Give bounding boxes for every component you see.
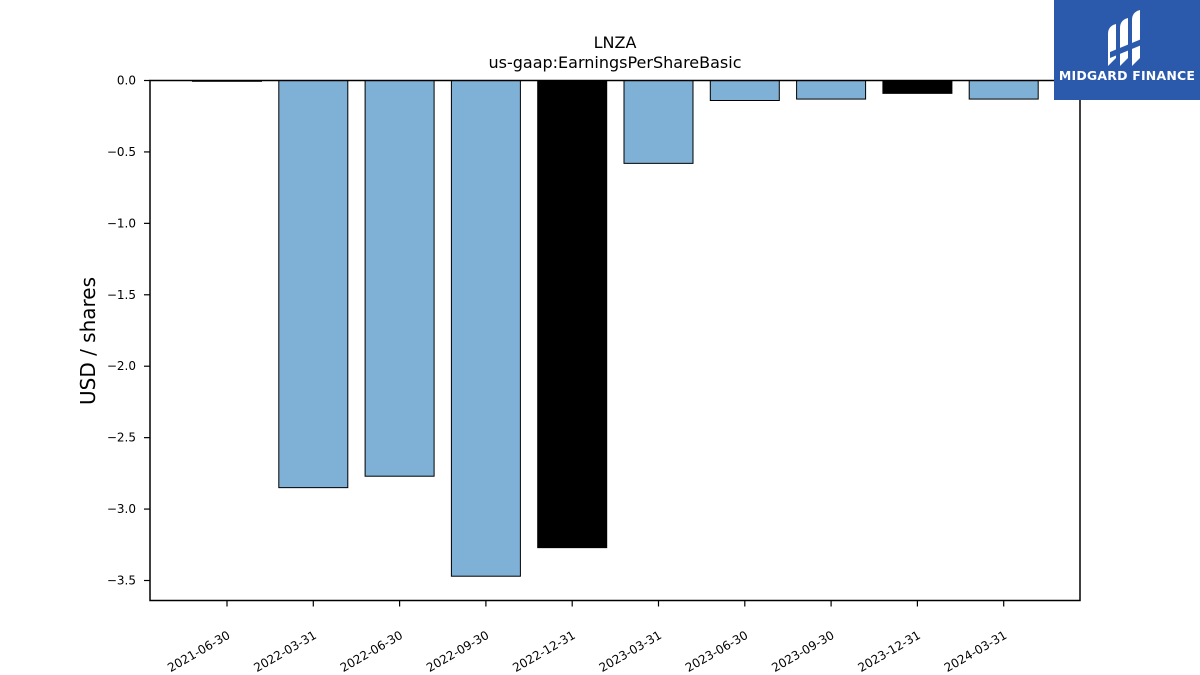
bar-2023-03-31 [623,80,694,164]
y-tick-label-0: 0.0 [117,74,136,88]
logo-text: MIDGARD FINANCE [1058,68,1196,83]
chart-title: LNZA [594,33,637,52]
x-axis: 2021-06-30 2022-03-31 2022-06-30 2022-09-30… [165,600,1009,675]
bar-series [192,80,1039,577]
x-tick-label-2022-06-30: 2022-06-30 [338,628,405,675]
x-tick-label-2023-03-31: 2023-03-31 [597,628,664,675]
bar-2022-03-31 [278,80,349,489]
bar-2022-12-31 [537,80,608,549]
bar-2022-09-30 [450,80,521,577]
x-tick-label-2023-09-30: 2023-09-30 [769,628,836,675]
bar-2023-06-30 [709,80,780,101]
y-axis-label: USD / shares [76,277,100,405]
y-tick-label-5: −2.5 [107,431,136,445]
bar-2024-03-31 [968,80,1039,100]
y-tick-label-4: −2.0 [107,359,136,373]
x-tick-label-2022-09-30: 2022-09-30 [424,628,491,675]
bar-2023-12-31 [882,80,953,94]
y-axis: 0.0 −0.5 −1.0 −1.5 −2.0 −2.5 −3.0 −3.5 [107,74,150,588]
plot-frame [149,79,1081,602]
y-tick-label-6: −3.0 [107,502,136,516]
y-tick-label-7: −3.5 [107,574,136,588]
bar-2022-06-30 [364,80,435,477]
midgard-logo-icon [1108,10,1144,66]
x-tick-label-2022-03-31: 2022-03-31 [251,628,318,675]
y-tick-label-3: −1.5 [107,288,136,302]
x-tick-label-2024-03-31: 2024-03-31 [942,628,1009,675]
bar-2023-09-30 [796,80,867,100]
y-tick-label-2: −1.0 [107,216,136,230]
y-tick-label-1: −0.5 [107,145,136,159]
x-tick-label-2023-06-30: 2023-06-30 [683,628,750,675]
x-tick-label-2022-12-31: 2022-12-31 [510,628,577,675]
x-tick-label-2021-06-30: 2021-06-30 [165,628,232,675]
chart-subtitle: us-gaap:EarningsPerShareBasic [488,53,741,72]
midgard-finance-logo: MIDGARD FINANCE [1054,0,1200,100]
x-tick-label-2023-12-31: 2023-12-31 [856,628,923,675]
